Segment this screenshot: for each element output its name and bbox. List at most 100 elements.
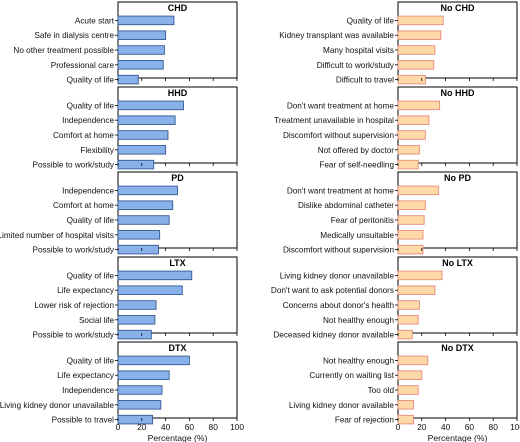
bar-dtx-4	[117, 400, 162, 410]
category-label: Not healthy enough	[323, 316, 394, 325]
bar-no-chd-4	[397, 60, 435, 70]
category-label: Don't want to ask potential donors	[271, 286, 394, 295]
category-label: Safe in dialysis centre	[34, 31, 114, 40]
bar-no-hhd-5	[397, 159, 419, 170]
bar-no-ltx-3	[397, 300, 420, 310]
bar-no-dtx-1	[397, 355, 429, 366]
bar-hhd-2	[117, 115, 176, 125]
bar-no-hhd-2	[397, 115, 430, 125]
bar-dtx-3	[117, 385, 163, 395]
panel-ltx: LTX Quality of life Life expectancy Lower r…	[33, 256, 238, 340]
bar-ltx-5	[117, 329, 152, 340]
bar-no-ltx-1	[397, 270, 443, 281]
bar-no-chd-5	[397, 74, 426, 85]
bar-hhd-5	[117, 159, 155, 170]
bar-pd-3	[117, 215, 170, 225]
category-label: Professional care	[51, 61, 115, 70]
panel-title: No CHD	[441, 3, 475, 13]
x-tick-label: 20	[417, 422, 427, 432]
bar-no-pd-1	[397, 185, 439, 196]
bar-chd-4	[117, 60, 164, 70]
bar-no-ltx-4	[397, 315, 419, 325]
category-label: Possible to work/study	[33, 246, 115, 255]
panel-no-ltx: No LTX Living kidney donor unavailable Don…	[271, 256, 518, 340]
category-label: Acute start	[75, 16, 115, 25]
category-label: Not offered by doctor	[318, 146, 395, 155]
x-tick-label: 0	[116, 422, 121, 432]
bar-no-dtx-4	[397, 400, 414, 410]
category-label: Comfort at home	[53, 201, 114, 210]
x-tick-label: 40	[161, 422, 171, 432]
bar-dtx-2	[117, 370, 170, 380]
bar-chd-5	[117, 74, 139, 85]
category-label: Possible to work/study	[33, 331, 115, 340]
category-label: Quality of life	[67, 216, 115, 225]
category-label: Fear of self-needling	[319, 161, 394, 170]
category-label: Currently on waiting list	[309, 371, 394, 380]
category-label: Limited number of hospital visits	[0, 231, 114, 240]
panel-title: No PD	[444, 173, 472, 183]
category-label: Quality of life	[67, 76, 115, 85]
x-axis-title: Percentage (%)	[148, 433, 208, 442]
category-label: Quality of life	[67, 101, 115, 110]
panel-no-pd: No PD Don't want treatment at home Dislike…	[283, 171, 518, 255]
category-label: Fear of peritonitis	[331, 216, 394, 225]
bar-no-hhd-1	[397, 100, 441, 111]
bar-ltx-3	[117, 300, 157, 310]
category-label: Living kidney donor available	[289, 401, 395, 410]
category-label: Don't want treatment at home	[287, 186, 395, 195]
category-label: Life expectancy	[57, 286, 115, 295]
category-label: No other treatment possible	[13, 46, 114, 55]
category-label: Life expectancy	[57, 371, 115, 380]
panel-pd: PD Independence Comfort at home Quality of …	[0, 171, 238, 255]
category-label: Independence	[62, 386, 114, 395]
category-label: Difficult to travel	[336, 76, 394, 85]
category-label: Independence	[62, 116, 114, 125]
category-label: Comfort at home	[53, 131, 114, 140]
bar-pd-5	[117, 244, 159, 255]
category-label: Living kidney donor unavailable	[280, 271, 395, 280]
bar-hhd-4	[117, 145, 167, 155]
bar-hhd-3	[117, 130, 169, 140]
category-label: Quality of life	[67, 271, 115, 280]
panel-title: PD	[171, 173, 184, 183]
bar-pd-2	[117, 200, 174, 210]
category-label: Discomfort without supervision	[283, 131, 394, 140]
bar-ltx-4	[117, 315, 156, 325]
panel-title: No HHD	[441, 88, 475, 98]
bar-no-dtx-2	[397, 370, 423, 380]
panel-title: DTX	[169, 343, 187, 353]
category-label: Quality of life	[347, 16, 395, 25]
category-label: Not healthy enough	[323, 356, 394, 365]
category-label: Medically unsuitable	[320, 231, 394, 240]
bar-no-pd-4	[397, 230, 424, 240]
panel-dtx: DTX Quality of life Life expectancy Indepen…	[0, 341, 244, 442]
category-label: Discomfort without supervision	[283, 246, 394, 255]
category-label: Deceased kidney donor available	[273, 331, 394, 340]
panel-title: LTX	[169, 258, 185, 268]
category-label: Living kidney donor unavailable	[0, 401, 114, 410]
category-label: Treatment unavailable in hospital	[274, 116, 394, 125]
category-label: Dislike abdominal catheter	[298, 201, 394, 210]
bar-ltx-2	[117, 285, 183, 295]
x-tick-label: 80	[209, 422, 219, 432]
category-label: Kidney transplant was available	[279, 31, 394, 40]
x-tick-label: 40	[441, 422, 451, 432]
category-label: Difficult to work/study	[317, 61, 395, 70]
category-label: Independence	[62, 186, 114, 195]
bar-ltx-1	[117, 270, 193, 281]
x-tick-label: 60	[185, 422, 195, 432]
bar-no-dtx-3	[397, 385, 419, 395]
bar-hhd-1	[117, 100, 184, 111]
panel-no-chd: No CHD Quality of life Kidney transplant w…	[279, 1, 518, 85]
bar-chd-3	[117, 45, 165, 55]
bar-no-hhd-3	[397, 130, 426, 140]
bar-no-ltx-5	[397, 329, 413, 340]
panel-title: HHD	[168, 88, 188, 98]
bar-dtx-5	[117, 414, 153, 425]
x-tick-label: 100	[510, 422, 520, 432]
bar-chd-1	[117, 15, 175, 26]
panel-title: No LTX	[442, 258, 473, 268]
category-label: Possible to work/study	[33, 161, 115, 170]
